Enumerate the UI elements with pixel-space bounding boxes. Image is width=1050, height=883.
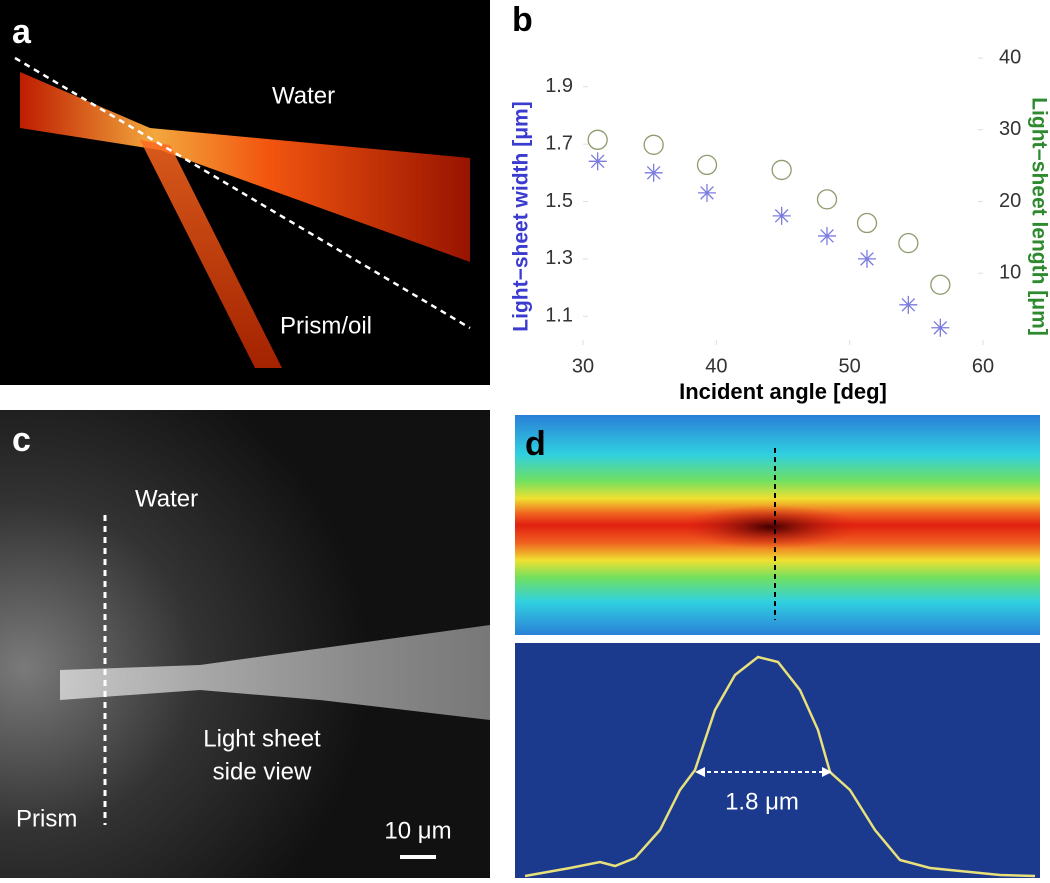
circle-marker [587,129,608,150]
circle-marker [816,189,838,210]
light-sheet [60,625,490,720]
circle-marker [771,159,792,181]
panel-b: b 30 40 50 601.11.31.51.71.910203040Inciden… [510,1,1050,404]
y2-tick-label: 40 [999,46,1021,68]
incident-beam [20,72,470,262]
x-tick-label: 50 [839,355,861,377]
sheet-label: side view [213,758,312,785]
star-marker [858,249,876,268]
scale-label: 10 μm [384,817,451,844]
profile-curve [524,655,1036,878]
medium-label: Prism [16,805,77,832]
arrow-head [822,767,832,777]
fwhm-label: 1.8 μm [725,788,799,815]
star-marker [772,206,791,225]
star-marker [698,183,716,202]
y-tick-label: 1.3 [545,247,573,269]
medium-label: Prism/oil [280,312,372,339]
circle-marker [898,232,919,254]
y-tick-label: 1.1 [545,305,573,327]
x-tick-label: 30 [572,355,594,377]
panel-label: d [525,425,546,463]
y-tick-label: 1.5 [545,190,573,212]
y-tick-label: 1.9 [545,75,573,97]
medium-label: Water [272,82,335,109]
star-marker [588,152,607,171]
panel-a: a Water Prism/oil [0,0,490,385]
y-axis-label: Light−sheet width [μm] [510,101,533,331]
profile-background [515,643,1040,878]
circle-marker [696,154,718,176]
y2-tick-label: 30 [999,118,1021,140]
circle-marker [643,134,664,155]
x-axis-label: Incident angle [deg] [679,379,887,404]
circle-marker [930,274,951,295]
star-marker [899,295,918,314]
y2-tick-label: 10 [999,262,1021,284]
y2-tick-label: 20 [999,190,1021,212]
reflected-beam [140,140,282,368]
panel-c: c Water Light sheet side view Prism 10 μ… [0,410,490,878]
circle-marker [856,212,878,234]
star-marker [644,163,663,182]
arrow-head [695,767,705,777]
y-tick-label: 1.7 [545,132,573,154]
intensity-core [680,505,860,549]
panel-d: d 1.8 μm [515,415,1040,878]
x-tick-label: 60 [972,355,994,377]
interface-line [14,56,471,330]
x-tick-label: 40 [705,355,727,377]
panel-label: a [12,13,32,51]
medium-label: Water [135,485,198,512]
star-marker [931,318,950,337]
panel-label: b [512,1,533,39]
y2-axis-label: Light−sheet length [μm] [1027,97,1050,336]
panel-label: c [12,421,31,459]
sheet-label: Light sheet [203,725,321,752]
star-marker [818,226,836,245]
